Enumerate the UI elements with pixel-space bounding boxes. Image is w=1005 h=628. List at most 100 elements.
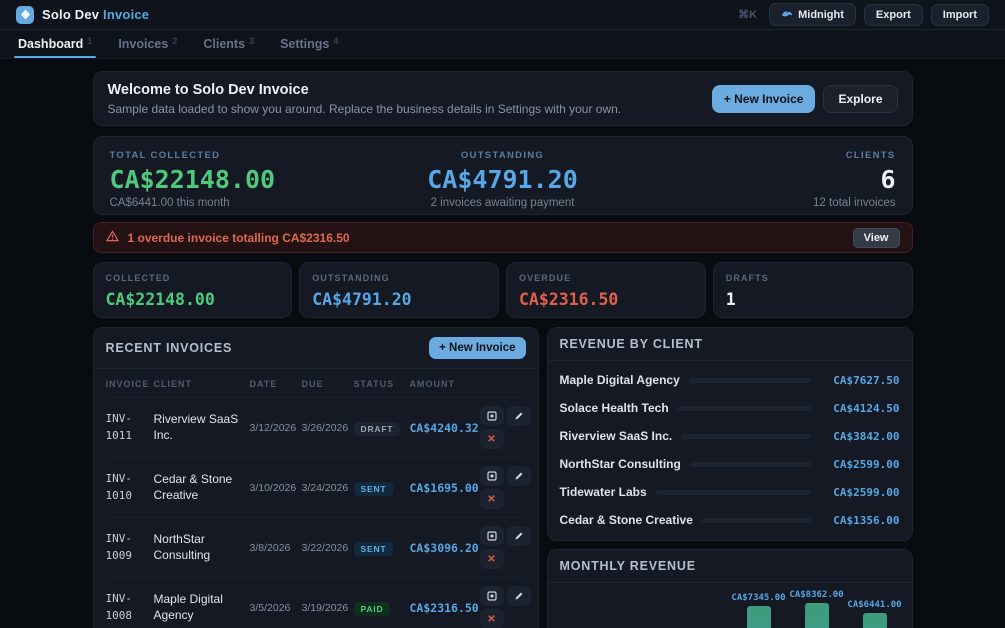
edit-icon[interactable] xyxy=(506,526,531,546)
bar-track xyxy=(688,377,811,383)
revenue-chart: Maple Digital Agency CA$7627.50 Solace H… xyxy=(548,361,912,540)
client-name: Riverview SaaS Inc. xyxy=(153,411,239,442)
table-row[interactable]: INV-1010 Cedar & Stone Creative 3/10/202… xyxy=(105,457,531,517)
column-header: STATUS xyxy=(353,379,395,389)
delete-icon[interactable]: ✕ xyxy=(479,489,504,509)
duplicate-icon[interactable] xyxy=(479,586,504,606)
stat-label: CLIENTS xyxy=(845,150,896,161)
duplicate-icon[interactable] xyxy=(479,526,504,546)
explore-button[interactable]: Explore xyxy=(823,84,898,113)
status-badge: DRAFT xyxy=(353,421,401,436)
welcome-title: Welcome to Solo Dev Invoice xyxy=(107,81,309,98)
stat-total-collected: TOTAL COLLECTED CA$22148.00 CA$6441.00 t… xyxy=(110,150,372,209)
bar-track xyxy=(689,461,811,467)
column-header: AMOUNT xyxy=(409,379,455,389)
delete-icon[interactable]: ✕ xyxy=(479,549,504,569)
chart-column: CA$8362.00 xyxy=(788,590,846,628)
summary-label: DRAFTS xyxy=(725,273,769,283)
column-header: DATE xyxy=(249,379,278,389)
summary-card-overdue: OVERDUE CA$2316.50 xyxy=(506,262,706,318)
status-badge: PAID xyxy=(353,601,391,616)
welcome-banner: Welcome to Solo Dev Invoice Sample data … xyxy=(92,71,913,126)
invoice-amount: CA$3096.20 xyxy=(409,540,479,555)
recent-invoices-panel: RECENT INVOICES + New Invoice INVOICE CL… xyxy=(92,327,539,628)
due-date: 3/19/2026 xyxy=(301,601,349,614)
invoices-table: INVOICE CLIENT DATE DUE STATUS AMOUNT IN… xyxy=(94,369,538,628)
nav-shortcut: 3 xyxy=(249,36,255,46)
bar-value-label: CA$7345.00 xyxy=(731,593,786,603)
column-header: DUE xyxy=(301,379,324,389)
due-date: 3/24/2026 xyxy=(301,481,349,494)
delete-icon[interactable]: ✕ xyxy=(479,429,504,449)
invoice-id: INV-1011 xyxy=(105,412,133,442)
client-revenue: CA$2599.00 xyxy=(833,485,900,499)
nav-tab-clients[interactable]: Clients 3 xyxy=(203,30,254,58)
bar-value-label: CA$8362.00 xyxy=(789,590,844,600)
invoice-date: 3/5/2026 xyxy=(249,601,291,614)
summary-card-drafts: DRAFTS 1 xyxy=(712,262,913,318)
due-date: 3/22/2026 xyxy=(301,541,349,554)
delete-icon[interactable]: ✕ xyxy=(479,609,504,628)
nav-label: Invoices xyxy=(118,37,169,51)
chart-column: CA$7345.00 xyxy=(730,593,788,628)
summary-value: 1 xyxy=(725,290,736,309)
table-row[interactable]: INV-1011 Riverview SaaS Inc. 3/12/2026 3… xyxy=(105,397,531,457)
client-name: NorthStar Consulting xyxy=(559,457,681,471)
alert-view-button[interactable]: View xyxy=(852,227,900,248)
edit-icon[interactable] xyxy=(506,586,531,606)
invoice-id: INV-1009 xyxy=(105,532,133,562)
chart-column: CA$6441.00 xyxy=(846,600,904,628)
command-k-shortcut: ⌘K xyxy=(738,9,758,21)
brand-secondary: Invoice xyxy=(103,7,150,22)
client-name: Solace Health Tech xyxy=(559,401,669,415)
nav-tab-dashboard[interactable]: Dashboard 1 xyxy=(13,30,97,58)
brand-primary: Solo Dev xyxy=(42,7,100,22)
summary-cards: COLLECTED CA$22148.00 OUTSTANDING CA$479… xyxy=(92,262,913,318)
stat-label: TOTAL COLLECTED xyxy=(109,150,221,161)
panel-title: MONTHLY REVENUE xyxy=(559,559,696,573)
duplicate-icon[interactable] xyxy=(479,466,504,486)
theme-toggle-button[interactable]: Midnight xyxy=(769,3,856,26)
main-nav: Dashboard 1 Invoices 2 Clients 3 Setting… xyxy=(0,30,1005,59)
stat-subtext: CA$6441.00 this month xyxy=(109,197,230,209)
summary-value: CA$22148.00 xyxy=(105,290,215,309)
invoice-date: 3/10/2026 xyxy=(249,481,297,494)
edit-icon[interactable] xyxy=(506,466,531,486)
table-row[interactable]: INV-1009 NorthStar Consulting 3/8/2026 3… xyxy=(105,517,531,577)
client-revenue: CA$4124.50 xyxy=(833,401,900,415)
new-invoice-button[interactable]: + New Invoice xyxy=(711,84,816,113)
edit-icon[interactable] xyxy=(506,406,531,426)
bar-track xyxy=(681,433,811,439)
table-header-row: INVOICE CLIENT DATE DUE STATUS AMOUNT xyxy=(106,369,526,397)
nav-label: Settings xyxy=(280,37,330,51)
wave-icon xyxy=(781,8,793,21)
client-name: Maple Digital Agency xyxy=(559,373,680,387)
revenue-bar-row: NorthStar Consulting CA$2599.00 xyxy=(559,457,900,471)
alert-message: 1 overdue invoice totalling CA$2316.50 xyxy=(127,230,350,245)
stat-label: OUTSTANDING xyxy=(460,150,545,161)
column-header: INVOICE xyxy=(105,379,150,389)
revenue-bar-row: Cedar & Stone Creative CA$1356.00 xyxy=(560,513,900,527)
invoice-id: INV-1010 xyxy=(105,472,133,502)
nav-tab-settings[interactable]: Settings 4 xyxy=(280,30,338,58)
bar-track xyxy=(701,517,811,523)
nav-tab-invoices[interactable]: Invoices 2 xyxy=(118,30,177,58)
bar-track xyxy=(655,489,811,495)
duplicate-icon[interactable] xyxy=(479,406,504,426)
panel-title: RECENT INVOICES xyxy=(105,341,233,355)
table-row[interactable]: INV-1008 Maple Digital Agency 3/5/2026 3… xyxy=(105,577,531,628)
revenue-bar-row: Tidewater Labs CA$2599.00 xyxy=(560,485,900,499)
theme-toggle-label: Midnight xyxy=(798,8,844,21)
welcome-subtitle: Sample data loaded to show you around. R… xyxy=(107,101,622,116)
stat-value: CA$4791.20 xyxy=(427,165,578,194)
export-button[interactable]: Export xyxy=(863,3,923,26)
monthly-revenue-chart: CA$7345.00 CA$8362.00 CA$6441.00 xyxy=(548,583,912,628)
warning-icon xyxy=(105,229,119,247)
import-button[interactable]: Import xyxy=(930,3,989,26)
summary-value: CA$2316.50 xyxy=(519,290,619,309)
column-header: CLIENT xyxy=(153,379,192,389)
status-badge: SENT xyxy=(353,541,394,556)
new-invoice-button[interactable]: + New Invoice xyxy=(429,337,526,359)
stat-subtext: 2 invoices awaiting payment xyxy=(430,197,575,209)
revenue-bar xyxy=(862,613,887,628)
